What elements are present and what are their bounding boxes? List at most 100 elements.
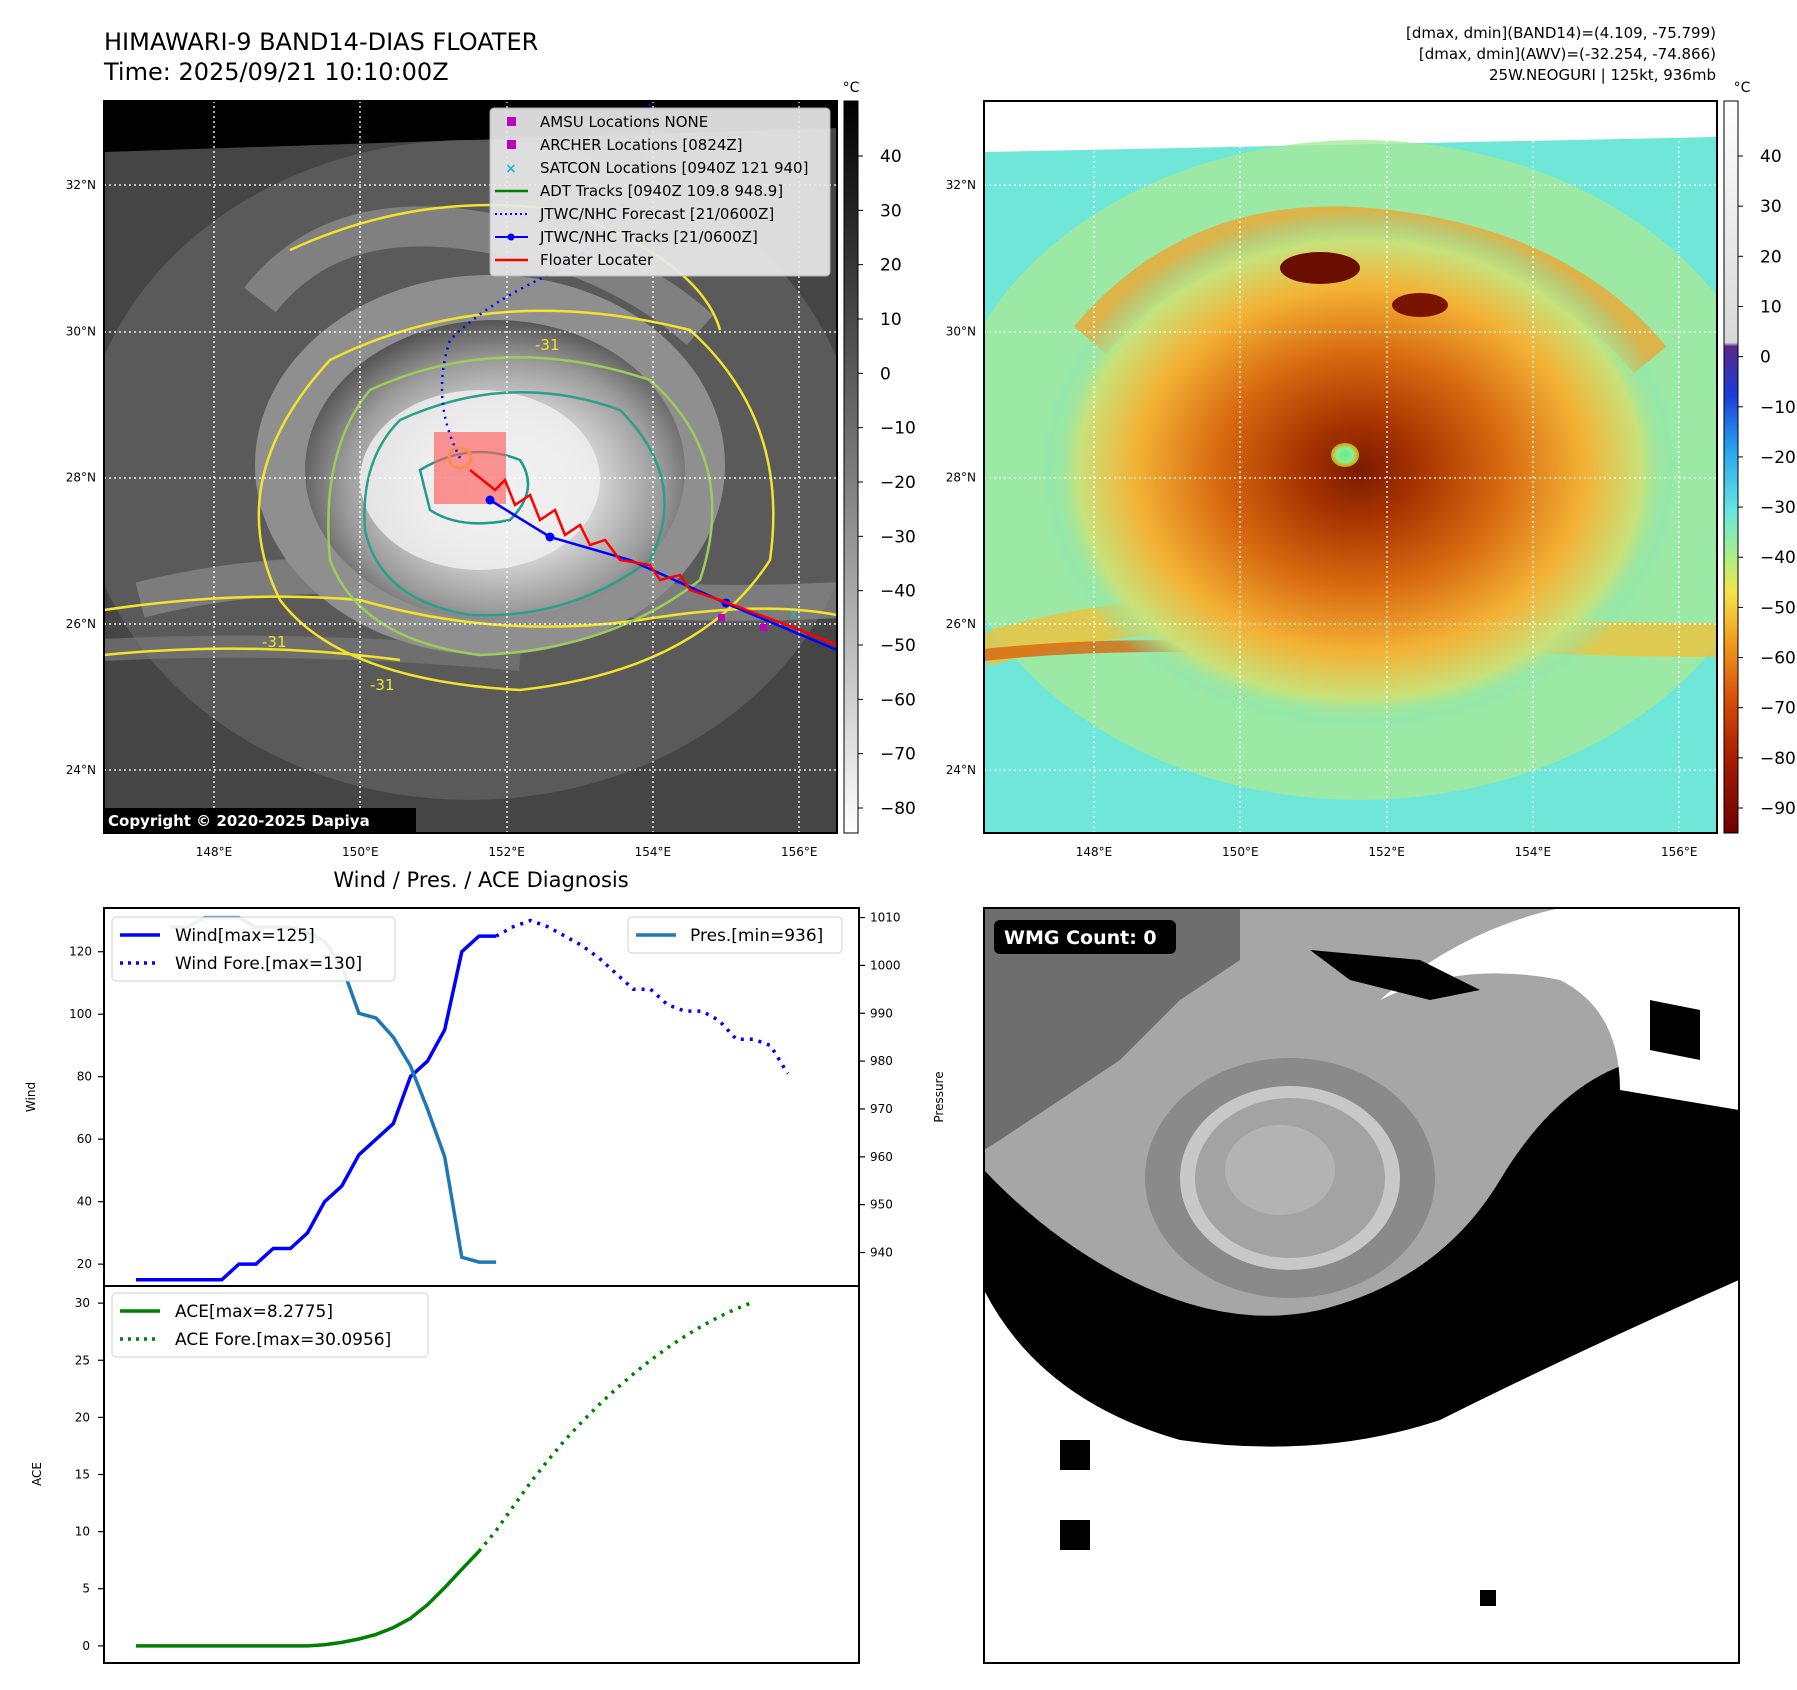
ace-legend: ACE[max=8.2775] ACE Fore.[max=30.0956] — [111, 1292, 429, 1358]
pressure-tick-label: 940 — [870, 1246, 893, 1260]
legend-item: × SATCON Locations [0940Z 121 940] — [505, 159, 808, 177]
colorbar-tick-label: 0 — [1760, 348, 1771, 368]
colorbar-tick-label: −10 — [1760, 398, 1796, 418]
lon-tick-label: 154°E — [635, 845, 672, 859]
floater-box — [434, 432, 506, 504]
lon-tick-label: 154°E — [1515, 845, 1552, 859]
ace-tick-label: 5 — [82, 1582, 90, 1596]
legend-item: JTWC/NHC Forecast [21/0600Z] — [495, 205, 774, 223]
colorbar-tick-label: 40 — [1760, 147, 1782, 167]
ir-grayscale-map: x -31 -31 -31 AMSU Locations NONE ARCHER … — [103, 100, 838, 834]
lon-tick-label: 156°E — [781, 845, 818, 859]
colorbar-tick-label: −40 — [1760, 548, 1796, 568]
ace-tick-label: 30 — [75, 1296, 90, 1310]
ace-tick-label: 20 — [75, 1410, 90, 1424]
colorbar-tick-label: −70 — [1760, 699, 1796, 719]
colorbar2-unit: °C — [1734, 80, 1751, 96]
lon-tick-label: 156°E — [1661, 845, 1698, 859]
pressure-tick-label: 970 — [870, 1102, 893, 1116]
lat-tick-label: 24°N — [66, 763, 96, 777]
lat-tick-label: 30°N — [66, 324, 96, 338]
lat-tick-label: 26°N — [66, 617, 96, 631]
legend-ace-fore: ACE Fore.[max=30.0956] — [175, 1330, 391, 1350]
colorbar-tick-label: 30 — [880, 201, 902, 221]
figure-time: Time: 2025/09/21 10:10:00Z — [103, 58, 449, 86]
figure-title: HIMAWARI-9 BAND14-DIAS FLOATER — [104, 28, 538, 56]
colorbar-tick-label: −70 — [880, 745, 916, 765]
jtwc-track — [489, 498, 837, 652]
wind-tick-label: 100 — [69, 1007, 92, 1021]
colorbar-tick-label: −60 — [1760, 649, 1796, 669]
legend-label: SATCON Locations [0940Z 121 940] — [540, 159, 808, 177]
colorbar-tick-label: −30 — [1760, 498, 1796, 518]
lon-tick-label: 152°E — [488, 845, 525, 859]
legend-item: Floater Locater — [495, 251, 654, 269]
legend-label: Floater Locater — [540, 251, 654, 269]
legend-wind: Wind[max=125] — [175, 926, 315, 946]
colorbar-tick-label: −20 — [880, 473, 916, 493]
lat-tick-label: 32°N — [946, 178, 976, 192]
wmg-panel: WMG Count: 0 — [983, 907, 1740, 1664]
wind-pressure-chart: Wind Pressure 20 40 60 80 100 120 940 950 960 970… — [24, 907, 946, 1287]
legend-ace: ACE[max=8.2775] — [175, 1302, 333, 1322]
pressure-axis-label: Pressure — [932, 1071, 946, 1122]
wind-tick-label: 80 — [77, 1070, 92, 1084]
legend-label: ARCHER Locations [0824Z] — [540, 136, 743, 154]
colorbar-2: °C 40 30 20 10 0 −10 −20 −30 −40 −50 −60 −70 −80 −90 — [1723, 80, 1796, 834]
svg-text:×: × — [505, 161, 517, 177]
contour-label-3: -31 — [535, 336, 560, 354]
colorbar-tick-label: 20 — [880, 256, 902, 276]
colorbar-tick-label: −20 — [1760, 448, 1796, 468]
ace-chart: ACE 0 5 10 15 20 25 30 ACE[max=8.2775] ACE For… — [30, 1285, 860, 1664]
legend-label: ADT Tracks [0940Z 109.8 948.9] — [540, 182, 783, 200]
copyright-label: Copyright © 2020-2025 Dapiya — [108, 812, 370, 830]
dmax-awv: [dmax, dmin](AWV)=(-32.254, -74.866) — [1419, 45, 1716, 63]
svg-text:x: x — [790, 607, 797, 621]
legend-label: JTWC/NHC Forecast [21/0600Z] — [539, 205, 774, 223]
series-line — [477, 1300, 755, 1553]
pressure-tick-label: 980 — [870, 1054, 893, 1068]
wind-legend: Wind[max=125] Wind Fore.[max=130] Pres.[… — [111, 916, 843, 982]
legend-wind-fore: Wind Fore.[max=130] — [175, 954, 362, 974]
legend-pres: Pres.[min=936] — [690, 926, 823, 946]
legend-item: ADT Tracks [0940Z 109.8 948.9] — [495, 182, 783, 200]
colorbar-tick-label: 30 — [1760, 197, 1782, 217]
colorbar-tick-label: −80 — [1760, 749, 1796, 769]
pressure-tick-label: 1000 — [870, 958, 901, 972]
colorbar-tick-label: 40 — [880, 147, 902, 167]
colorbar1-unit: °C — [843, 80, 860, 96]
map1-legend: AMSU Locations NONE ARCHER Locations [082… — [489, 107, 831, 277]
series-line — [495, 918, 790, 1075]
lon-tick-label: 150°E — [342, 845, 379, 859]
storm-info: 25W.NEOGURI | 125kt, 936mb — [1489, 66, 1716, 84]
dmax-band14: [dmax, dmin](BAND14)=(4.109, -75.799) — [1406, 24, 1716, 42]
pressure-tick-label: 950 — [870, 1198, 893, 1212]
lon-tick-label: 152°E — [1368, 845, 1405, 859]
lat-tick-label: 28°N — [66, 471, 96, 485]
legend-item: ARCHER Locations [0824Z] — [507, 136, 743, 154]
lat-tick-label: 30°N — [946, 324, 976, 338]
legend-item: JTWC/NHC Tracks [21/0600Z] — [495, 228, 758, 246]
colorbar-tick-label: 10 — [880, 310, 902, 330]
colorbar-tick-label: −30 — [880, 527, 916, 547]
ace-tick-label: 15 — [75, 1468, 90, 1482]
pressure-tick-label: 960 — [870, 1150, 893, 1164]
ace-tick-label: 10 — [75, 1525, 90, 1539]
ace-tick-label: 25 — [75, 1353, 90, 1367]
floater-locater-track — [469, 469, 837, 647]
wind-tick-label: 20 — [77, 1257, 92, 1271]
colorbar-tick-label: 10 — [1760, 297, 1782, 317]
wind-axis-label: Wind — [24, 1082, 38, 1112]
series-line — [136, 934, 497, 1282]
diagnosis-title: Wind / Pres. / ACE Diagnosis — [333, 868, 628, 892]
legend-label: JTWC/NHC Tracks [21/0600Z] — [539, 228, 758, 246]
series-line — [136, 1550, 481, 1648]
lon-tick-label: 150°E — [1222, 845, 1259, 859]
ace-tick-label: 0 — [82, 1639, 90, 1653]
lat-tick-label: 26°N — [946, 617, 976, 631]
colorbar-tick-label: −60 — [880, 690, 916, 710]
contour-label-2: -31 — [370, 676, 395, 694]
lat-tick-label: 24°N — [946, 763, 976, 777]
wind-tick-label: 60 — [77, 1132, 92, 1146]
